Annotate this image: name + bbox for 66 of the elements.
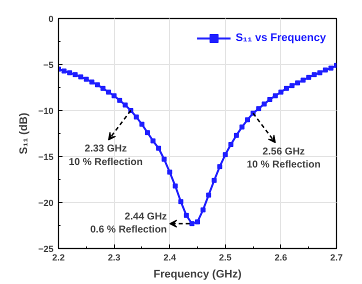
point <box>239 124 244 130</box>
point <box>222 152 228 158</box>
point <box>306 74 312 80</box>
point <box>150 138 156 144</box>
point <box>62 68 67 74</box>
point <box>317 70 322 76</box>
point <box>228 142 234 148</box>
point <box>184 212 189 218</box>
line-series <box>58 62 336 226</box>
point <box>178 199 184 204</box>
y-axis-title: S₁₁ (dB) <box>18 112 30 154</box>
point <box>212 178 217 183</box>
point <box>195 219 200 224</box>
x-tick-label: 2.2 <box>52 252 65 262</box>
point <box>144 130 150 136</box>
point <box>295 80 300 86</box>
point <box>262 102 267 107</box>
annotation: 2.44 GHz 0.6 % Reflection <box>90 212 167 236</box>
point <box>112 93 117 98</box>
point <box>78 74 84 80</box>
y-tick-label: −10 <box>38 106 54 116</box>
point <box>134 114 139 120</box>
point <box>272 93 278 98</box>
point <box>206 192 212 198</box>
point <box>189 221 194 226</box>
point <box>217 164 222 170</box>
point <box>290 83 295 88</box>
y-tick-label: −25 <box>38 244 54 254</box>
y-tick-label: −15 <box>38 152 54 162</box>
annotation: 2.56 GHz 10 % Reflection <box>246 146 321 171</box>
x-tick-label: 2.4 <box>163 252 176 262</box>
x-axis-title: Frequency (GHz) <box>153 268 242 280</box>
point <box>200 207 206 212</box>
x-tick-label: 2.7 <box>330 252 343 262</box>
y-tick-label: −5 <box>43 60 54 70</box>
point <box>312 72 317 78</box>
point <box>162 156 167 162</box>
point <box>94 82 100 88</box>
point <box>300 78 306 83</box>
point <box>117 98 122 103</box>
x-tick-label: 2.5 <box>219 252 232 262</box>
point <box>328 66 334 71</box>
point <box>156 146 162 151</box>
point <box>72 72 78 78</box>
point <box>234 132 239 138</box>
point <box>89 79 94 84</box>
point <box>139 122 144 127</box>
point <box>106 90 112 95</box>
point <box>284 86 289 91</box>
point <box>122 102 128 108</box>
y-tick-label: −20 <box>38 198 54 208</box>
point <box>322 68 328 73</box>
point <box>278 90 284 95</box>
point <box>172 183 178 188</box>
point <box>256 106 262 112</box>
annotation: 2.33 GHz 10 % Reflection <box>68 144 143 168</box>
x-tick-label: 2.6 <box>274 252 288 262</box>
legend-label: S₁₁ vs Frequency <box>236 32 326 44</box>
point <box>100 86 106 91</box>
point <box>84 76 89 82</box>
x-tick-label: 2.3 <box>108 252 120 262</box>
point <box>245 117 250 122</box>
y-tick-label: 0 <box>48 14 54 24</box>
point <box>67 70 72 76</box>
point <box>167 170 172 175</box>
point <box>267 96 272 102</box>
